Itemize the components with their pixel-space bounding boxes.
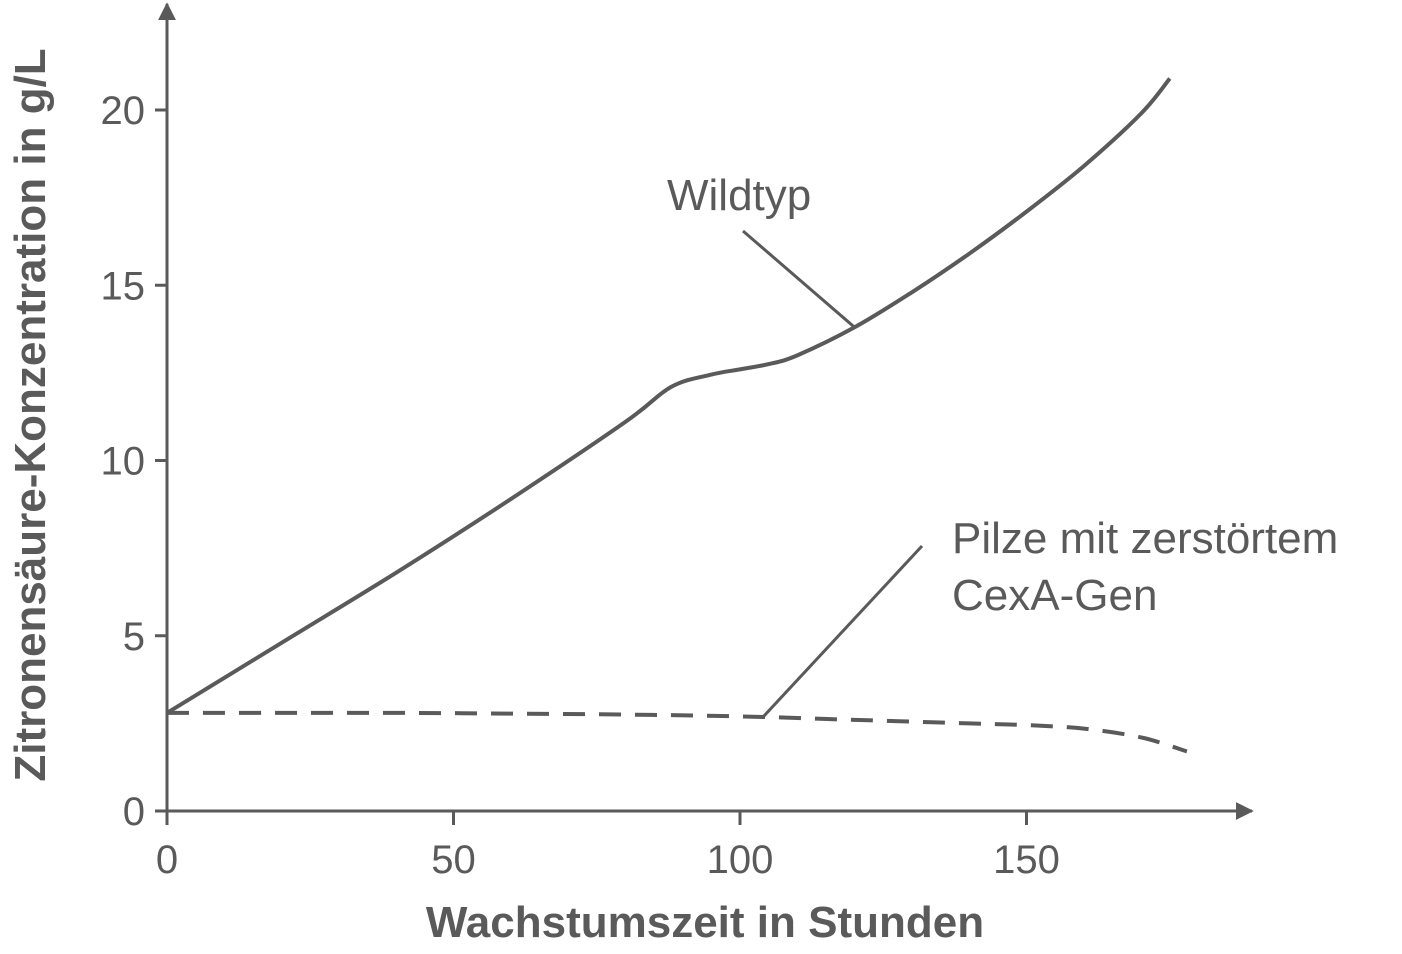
x-tick-label: 0 <box>156 838 178 882</box>
x-tick-label: 100 <box>707 838 774 882</box>
y-axis-title: Zitronensäure-Konzentration in g/L <box>6 48 55 781</box>
x-tick-label: 50 <box>431 838 476 882</box>
y-tick-label: 20 <box>101 89 146 133</box>
y-tick-label: 15 <box>101 264 146 308</box>
annotation-leader-line <box>761 544 924 719</box>
annotation-label: Wildtyp <box>667 171 811 220</box>
x-axis-title: Wachstumszeit in Stunden <box>426 898 984 947</box>
annotation-leader-line <box>742 229 856 329</box>
y-tick-label: 0 <box>123 790 145 834</box>
y-tick-label: 5 <box>123 615 145 659</box>
annotation-label: Pilze mit zerstörtem <box>952 514 1338 563</box>
x-tick-label: 150 <box>993 838 1060 882</box>
series-line-wildtyp <box>165 77 1172 715</box>
series-line-cexa <box>167 710 1188 754</box>
y-tick-label: 10 <box>101 440 146 484</box>
annotation-label: CexA-Gen <box>952 571 1157 620</box>
